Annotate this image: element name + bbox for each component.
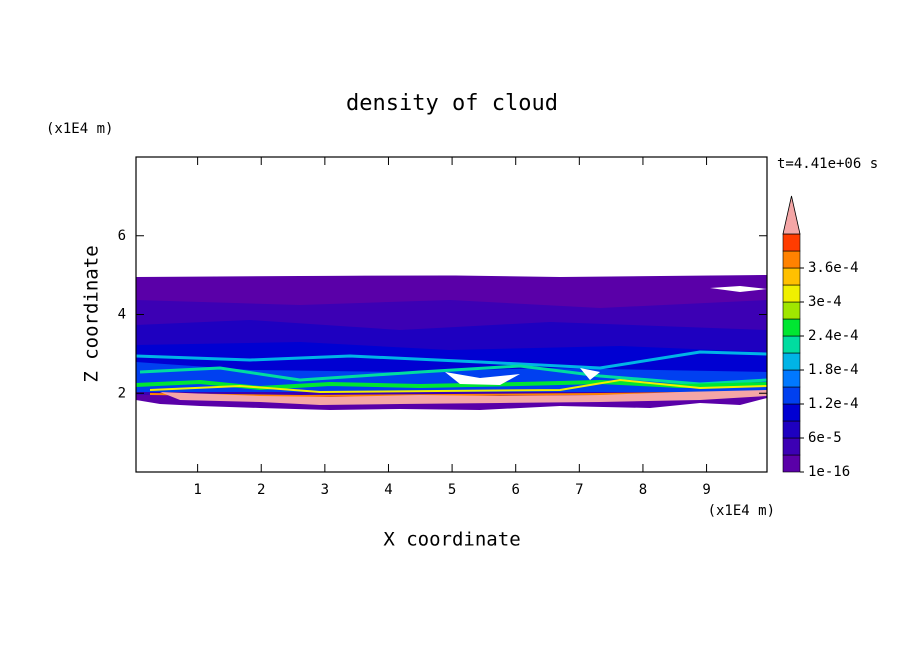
y-tick-label: 4: [118, 307, 126, 323]
x-tick-label: 5: [448, 482, 456, 498]
x-tick-label: 4: [384, 482, 392, 498]
x-tick-label: 2: [257, 482, 265, 498]
x-tick-label: 9: [702, 482, 710, 498]
colorbar-box: [782, 250, 801, 269]
colorbar-over: [782, 195, 801, 235]
field-streak: [149, 378, 768, 394]
colorbar-box: [782, 386, 801, 405]
colorbar-box: [782, 454, 801, 473]
x-unit: (x1E4 m): [708, 503, 775, 519]
y-tick-label: 2: [118, 385, 126, 401]
colorbar-box: [782, 233, 801, 252]
colorbar-box: [782, 369, 801, 388]
x-tick-label: 3: [321, 482, 329, 498]
colorbar-box: [782, 267, 801, 286]
colorbar-box: [782, 284, 801, 303]
colorbar-box: [782, 352, 801, 371]
field-streak: [135, 350, 768, 370]
colorbar-box: [782, 437, 801, 456]
chart-title: density of cloud: [346, 91, 558, 116]
colorbar-box: [782, 403, 801, 422]
x-axis-label: X coordinate: [383, 529, 520, 551]
colorbar-box: [782, 301, 801, 320]
colorbar-box: [782, 335, 801, 354]
y-unit: (x1E4 m): [46, 121, 113, 137]
colorbar-box: [782, 420, 801, 439]
x-tick-label: 7: [575, 482, 583, 498]
y-tick-label: 6: [118, 228, 126, 244]
colorbar-label: 3.6e-4: [808, 260, 859, 276]
field-core: [160, 390, 767, 405]
colorbar-label: 3e-4: [808, 294, 842, 310]
contour-field: [130, 270, 768, 410]
x-tick-label: 8: [639, 482, 647, 498]
field-streak: [139, 364, 768, 386]
x-tick-label: 1: [193, 482, 201, 498]
colorbar-label: 6e-5: [808, 430, 842, 446]
x-tick-label: 6: [511, 482, 519, 498]
colorbar-label: 1e-16: [808, 464, 850, 480]
colorbar-box: [782, 318, 801, 337]
colorbar-label: 1.2e-4: [808, 396, 859, 412]
colorbar-label: 1.8e-4: [808, 362, 859, 378]
y-axis-label: Z coordinate: [81, 245, 103, 382]
field-streak: [135, 379, 768, 391]
time-annotation: t=4.41e+06 s: [777, 156, 878, 172]
colorbar-label: 2.4e-4: [808, 328, 859, 344]
